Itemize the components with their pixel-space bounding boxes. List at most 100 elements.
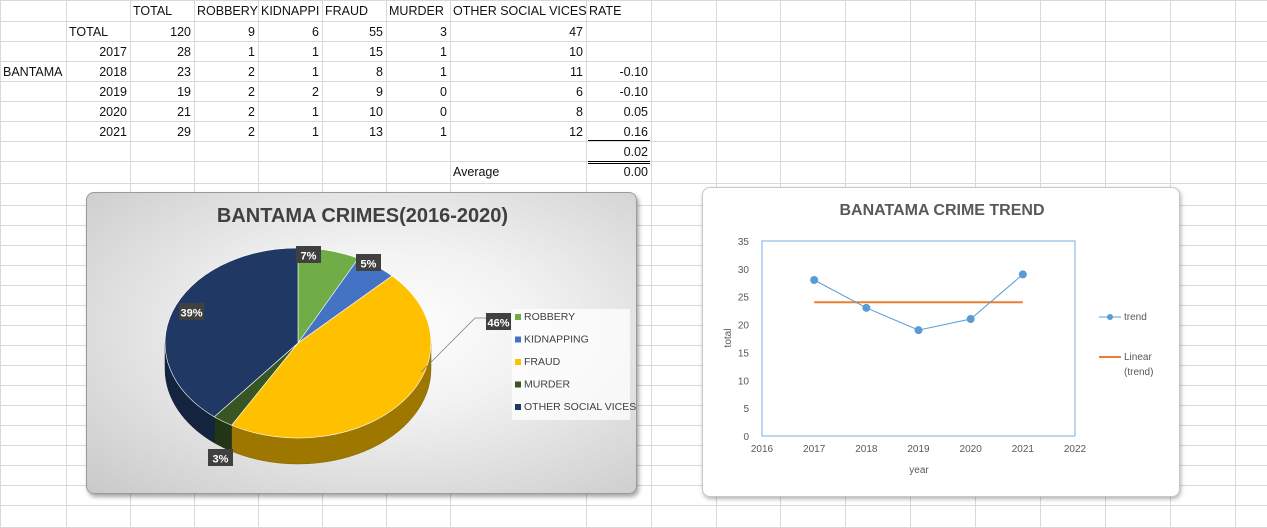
year-cell[interactable]: 2018 <box>99 65 127 79</box>
rate-sum-cell[interactable]: 0.02 <box>623 145 648 159</box>
y-tick-label: 10 <box>738 376 750 387</box>
data-cell[interactable]: 21 <box>177 105 191 119</box>
data-cell[interactable]: 2 <box>248 125 255 139</box>
total-value-cell[interactable]: 9 <box>248 25 255 39</box>
column-header-cell[interactable]: TOTAL <box>133 4 173 18</box>
data-cell[interactable]: 6 <box>576 85 583 99</box>
total-label-cell[interactable]: TOTAL <box>69 25 109 39</box>
data-label-box <box>179 303 204 320</box>
x-tick-label: 2022 <box>1064 444 1087 455</box>
year-cell[interactable]: 2017 <box>99 45 127 59</box>
data-cell[interactable]: 19 <box>177 85 191 99</box>
pie-data-label: 7% <box>301 251 317 263</box>
average-value-cell[interactable]: 0.00 <box>623 165 648 179</box>
data-cell[interactable]: 0 <box>440 105 447 119</box>
data-cell[interactable]: 8 <box>376 65 383 79</box>
data-cell[interactable]: 28 <box>177 45 191 59</box>
trend-point[interactable] <box>862 303 871 312</box>
x-tick-label: 2018 <box>855 444 878 455</box>
data-cell[interactable]: 2 <box>248 65 255 79</box>
data-cell[interactable]: 2 <box>248 85 255 99</box>
pie-legend-item: OTHER SOCIAL VICES <box>524 401 636 413</box>
row-gridline <box>0 81 1267 82</box>
trend-point[interactable] <box>914 326 923 335</box>
data-cell[interactable]: 13 <box>369 125 383 139</box>
legend-item-linear: Linear <box>1124 352 1152 363</box>
data-cell[interactable]: 1 <box>312 45 319 59</box>
row-gridline <box>0 505 1267 506</box>
y-tick-label: 35 <box>738 237 750 248</box>
pie-chart[interactable]: BANTAMA CRIMES(2016-2020) 7% 5% 46% 3% 39% RO… <box>86 192 637 494</box>
total-value-cell[interactable]: 55 <box>369 25 383 39</box>
column-header-cell[interactable]: KIDNAPPI <box>261 4 320 18</box>
trend-point[interactable] <box>810 276 819 284</box>
data-cell[interactable]: 1 <box>248 45 255 59</box>
rate-cell[interactable]: -0.10 <box>619 85 649 99</box>
line-plot: 0 5 10 15 20 25 30 35 2016 2017 2018 2019 2020 2021 20… <box>723 237 1153 476</box>
column-gridline <box>1235 0 1236 527</box>
pie-chart-title: BANTAMA CRIMES(2016-2020) <box>216 205 509 227</box>
pie-legend-bg <box>512 309 630 420</box>
data-cell[interactable]: 1 <box>440 125 447 139</box>
column-header-cell[interactable]: MURDER <box>389 4 444 18</box>
data-cell[interactable]: 0 <box>440 85 447 99</box>
data-cell[interactable]: 2 <box>312 85 319 99</box>
year-cell[interactable]: 2020 <box>99 105 127 119</box>
data-cell[interactable]: 11 <box>570 65 583 79</box>
x-tick-label: 2017 <box>803 444 826 455</box>
column-header-cell[interactable]: ROBBERY <box>197 4 258 18</box>
data-cell[interactable]: 1 <box>312 125 319 139</box>
data-cell[interactable]: 10 <box>569 45 583 59</box>
data-label-box <box>296 246 321 263</box>
row-label-cell[interactable]: BANTAMA <box>3 65 63 79</box>
total-value-cell[interactable]: 47 <box>569 25 583 39</box>
average-label-cell[interactable]: Average <box>453 165 500 179</box>
x-tick-label: 2020 <box>960 444 983 455</box>
rate-cell[interactable]: 0.05 <box>623 105 648 119</box>
cell-border <box>588 140 650 141</box>
trend-point[interactable] <box>966 315 975 323</box>
legend-swatch <box>515 359 521 365</box>
row-gridline <box>0 101 1267 102</box>
total-value-cell[interactable]: 3 <box>440 25 447 39</box>
pie-slice-other-social-vices[interactable] <box>164 247 299 418</box>
legend-swatch <box>515 314 521 320</box>
data-cell[interactable]: 9 <box>376 85 383 99</box>
data-cell[interactable]: 10 <box>369 105 383 119</box>
rate-cell[interactable]: -0.10 <box>619 65 649 79</box>
data-cell[interactable]: 1 <box>440 65 447 79</box>
total-value-cell[interactable]: 120 <box>170 25 191 39</box>
data-label-box <box>356 254 381 271</box>
pie-data-label: 39% <box>180 308 202 320</box>
column-header-cell[interactable]: RATE <box>589 4 622 18</box>
pie-legend-item: FRAUD <box>524 356 561 368</box>
row-gridline <box>0 141 1267 142</box>
year-cell[interactable]: 2021 <box>99 125 127 139</box>
data-cell[interactable]: 2 <box>248 105 255 119</box>
data-cell[interactable]: 29 <box>177 125 191 139</box>
row-gridline <box>0 61 1267 62</box>
data-cell[interactable]: 8 <box>576 105 583 119</box>
pie-data-label: 5% <box>361 259 377 271</box>
total-value-cell[interactable]: 6 <box>312 25 319 39</box>
line-chart[interactable]: BANATAMA CRIME TREND 0 5 10 15 20 25 30 35 2016 2… <box>702 187 1180 497</box>
year-cell[interactable]: 2019 <box>99 85 127 99</box>
row-gridline <box>0 41 1267 42</box>
column-header-cell[interactable]: FRAUD <box>325 4 369 18</box>
data-cell[interactable]: 15 <box>369 45 383 59</box>
cell-border <box>588 163 650 164</box>
rate-cell[interactable]: 0.16 <box>623 125 648 139</box>
data-cell[interactable]: 1 <box>440 45 447 59</box>
x-tick-label: 2021 <box>1012 444 1035 455</box>
data-cell[interactable]: 1 <box>312 105 319 119</box>
data-cell[interactable]: 12 <box>569 125 583 139</box>
row-gridline <box>0 21 1267 22</box>
column-header-cell[interactable]: OTHER SOCIAL VICES <box>453 4 586 18</box>
column-gridline <box>651 0 652 527</box>
data-cell[interactable]: 23 <box>177 65 191 79</box>
trend-point[interactable] <box>1018 270 1027 279</box>
data-cell[interactable]: 1 <box>312 65 319 79</box>
pie-slice-fraud[interactable] <box>231 275 432 439</box>
row-gridline <box>0 121 1267 122</box>
legend-swatch <box>515 336 521 343</box>
